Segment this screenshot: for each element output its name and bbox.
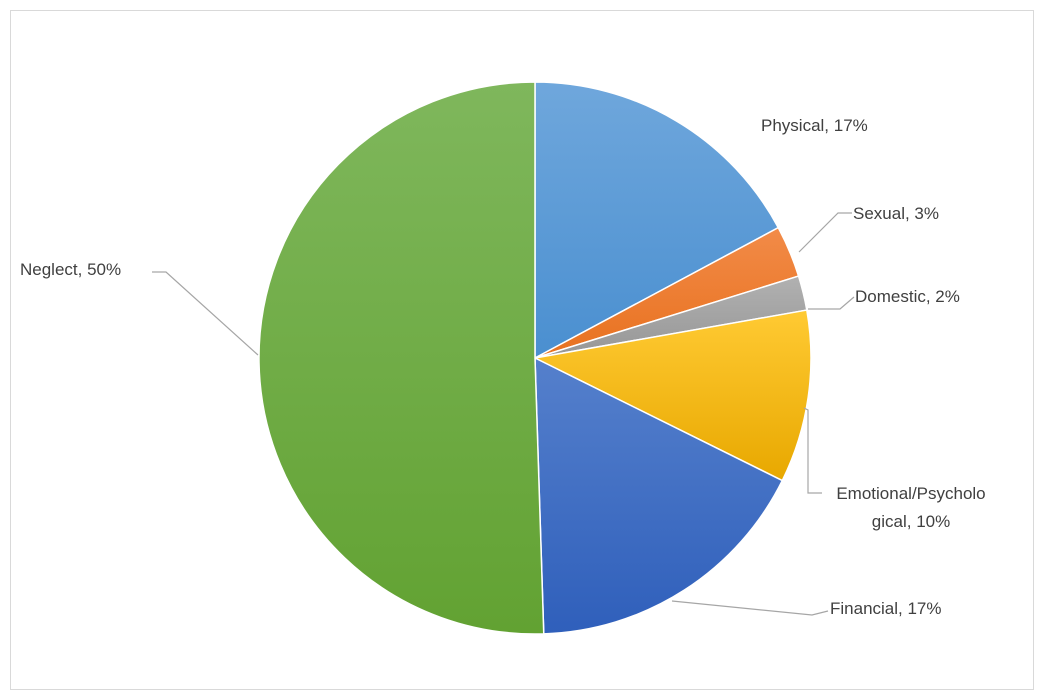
leader-lines <box>152 212 855 616</box>
leader-line-emotional-psychological <box>803 407 822 494</box>
data-label-emotional-psychological: Emotional/Psycholo gical, 10% <box>836 484 985 531</box>
pie-slices <box>258 81 812 635</box>
leader-line-neglect <box>152 271 259 356</box>
data-labels: Physical, 17% Sexual, 3% Domestic, 2% Emoti… <box>20 116 986 618</box>
pie-slice-financial <box>534 356 784 635</box>
pie-slice-emotional-psychological <box>532 309 812 482</box>
leader-line-financial <box>671 600 829 616</box>
leader-line-sexual <box>798 212 852 253</box>
data-label-sexual: Sexual, 3% <box>853 204 939 223</box>
data-label-financial: Financial, 17% <box>830 599 942 618</box>
leader-line-domestic <box>808 296 855 310</box>
data-label-physical: Physical, 17% <box>761 116 868 135</box>
pie-slice-physical <box>534 81 780 360</box>
data-label-neglect: Neglect, 50% <box>20 260 121 279</box>
data-label-domestic: Domestic, 2% <box>855 287 960 306</box>
pie-slice-neglect <box>258 81 545 635</box>
